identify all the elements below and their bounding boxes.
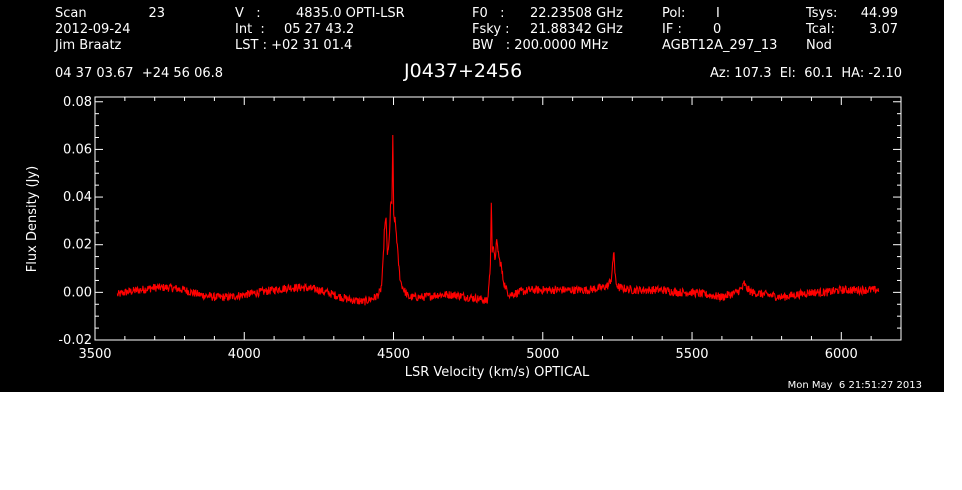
plot-frame bbox=[94, 96, 902, 341]
x-tick-label: 4500 bbox=[377, 347, 410, 362]
f0-value: 22.23508 GHz bbox=[530, 6, 623, 21]
spectrum-line bbox=[116, 134, 880, 306]
velocity-label: V : bbox=[235, 6, 261, 21]
pol-value: I bbox=[716, 6, 720, 21]
y-tick-label: 0.08 bbox=[63, 95, 92, 110]
if-label: IF : bbox=[662, 22, 682, 37]
x-tick-label: 5500 bbox=[675, 347, 708, 362]
tcal-value: 3.07 bbox=[869, 22, 898, 37]
f0-label: F0 : bbox=[472, 6, 505, 21]
source-name: J0437+2456 bbox=[404, 60, 523, 82]
y-tick-label: -0.02 bbox=[58, 333, 92, 348]
if-value: 0 bbox=[713, 22, 722, 37]
tsys-value: 44.99 bbox=[860, 6, 898, 21]
project-id: AGBT12A_297_13 bbox=[662, 38, 778, 53]
observer-name: Jim Braatz bbox=[55, 38, 122, 53]
tcal-label: Tcal: bbox=[806, 22, 835, 37]
x-tick-label: 4000 bbox=[228, 347, 261, 362]
y-tick-label: 0.04 bbox=[63, 190, 92, 205]
y-tick-label: 0.06 bbox=[63, 142, 92, 157]
observing-mode: Nod bbox=[806, 38, 832, 53]
y-tick-label: 0.02 bbox=[63, 238, 92, 253]
bandwidth-text: BW : 200.0000 MHz bbox=[472, 38, 609, 53]
lst-text: LST : +02 31 01.4 bbox=[235, 38, 353, 53]
fsky-label: Fsky : bbox=[472, 22, 510, 37]
timestamp: Mon May 6 21:51:27 2013 bbox=[787, 380, 922, 391]
spectrum-chart: 3500 4000 4500 5000 5500 6000 -0.02 0.00 0.02 0.… bbox=[25, 95, 902, 380]
source-coordinates: 04 37 03.67 +24 56 06.8 bbox=[55, 66, 224, 81]
x-axis: 3500 4000 4500 5000 5500 6000 bbox=[78, 97, 872, 362]
fsky-value: 21.88342 GHz bbox=[530, 22, 623, 37]
y-tick-label: 0.00 bbox=[63, 285, 92, 300]
scan-label: Scan bbox=[55, 6, 87, 21]
x-tick-label: 5000 bbox=[526, 347, 559, 362]
az-el-ha: Az: 107.3 El: 60.1 HA: -2.10 bbox=[710, 66, 902, 81]
velocity-value: 4835.0 OPTI-LSR bbox=[296, 6, 405, 21]
y-axis-label: Flux Density (Jy) bbox=[25, 166, 40, 272]
observation-date: 2012-09-24 bbox=[55, 22, 131, 37]
plot-panel: Scan 23 2012-09-24 Jim Braatz V : 4835.0… bbox=[0, 0, 944, 392]
pol-label: Pol: bbox=[662, 6, 686, 21]
tsys-label: Tsys: bbox=[806, 6, 838, 21]
y-axis: -0.02 0.00 0.02 0.04 0.06 0.08 bbox=[58, 95, 901, 348]
scan-number: 23 bbox=[148, 6, 165, 21]
integration-label: Int : bbox=[235, 22, 265, 37]
x-tick-label: 6000 bbox=[825, 347, 858, 362]
x-axis-label: LSR Velocity (km/s) OPTICAL bbox=[405, 365, 590, 380]
integration-value: 05 27 43.2 bbox=[284, 22, 355, 37]
x-tick-label: 3500 bbox=[78, 347, 111, 362]
